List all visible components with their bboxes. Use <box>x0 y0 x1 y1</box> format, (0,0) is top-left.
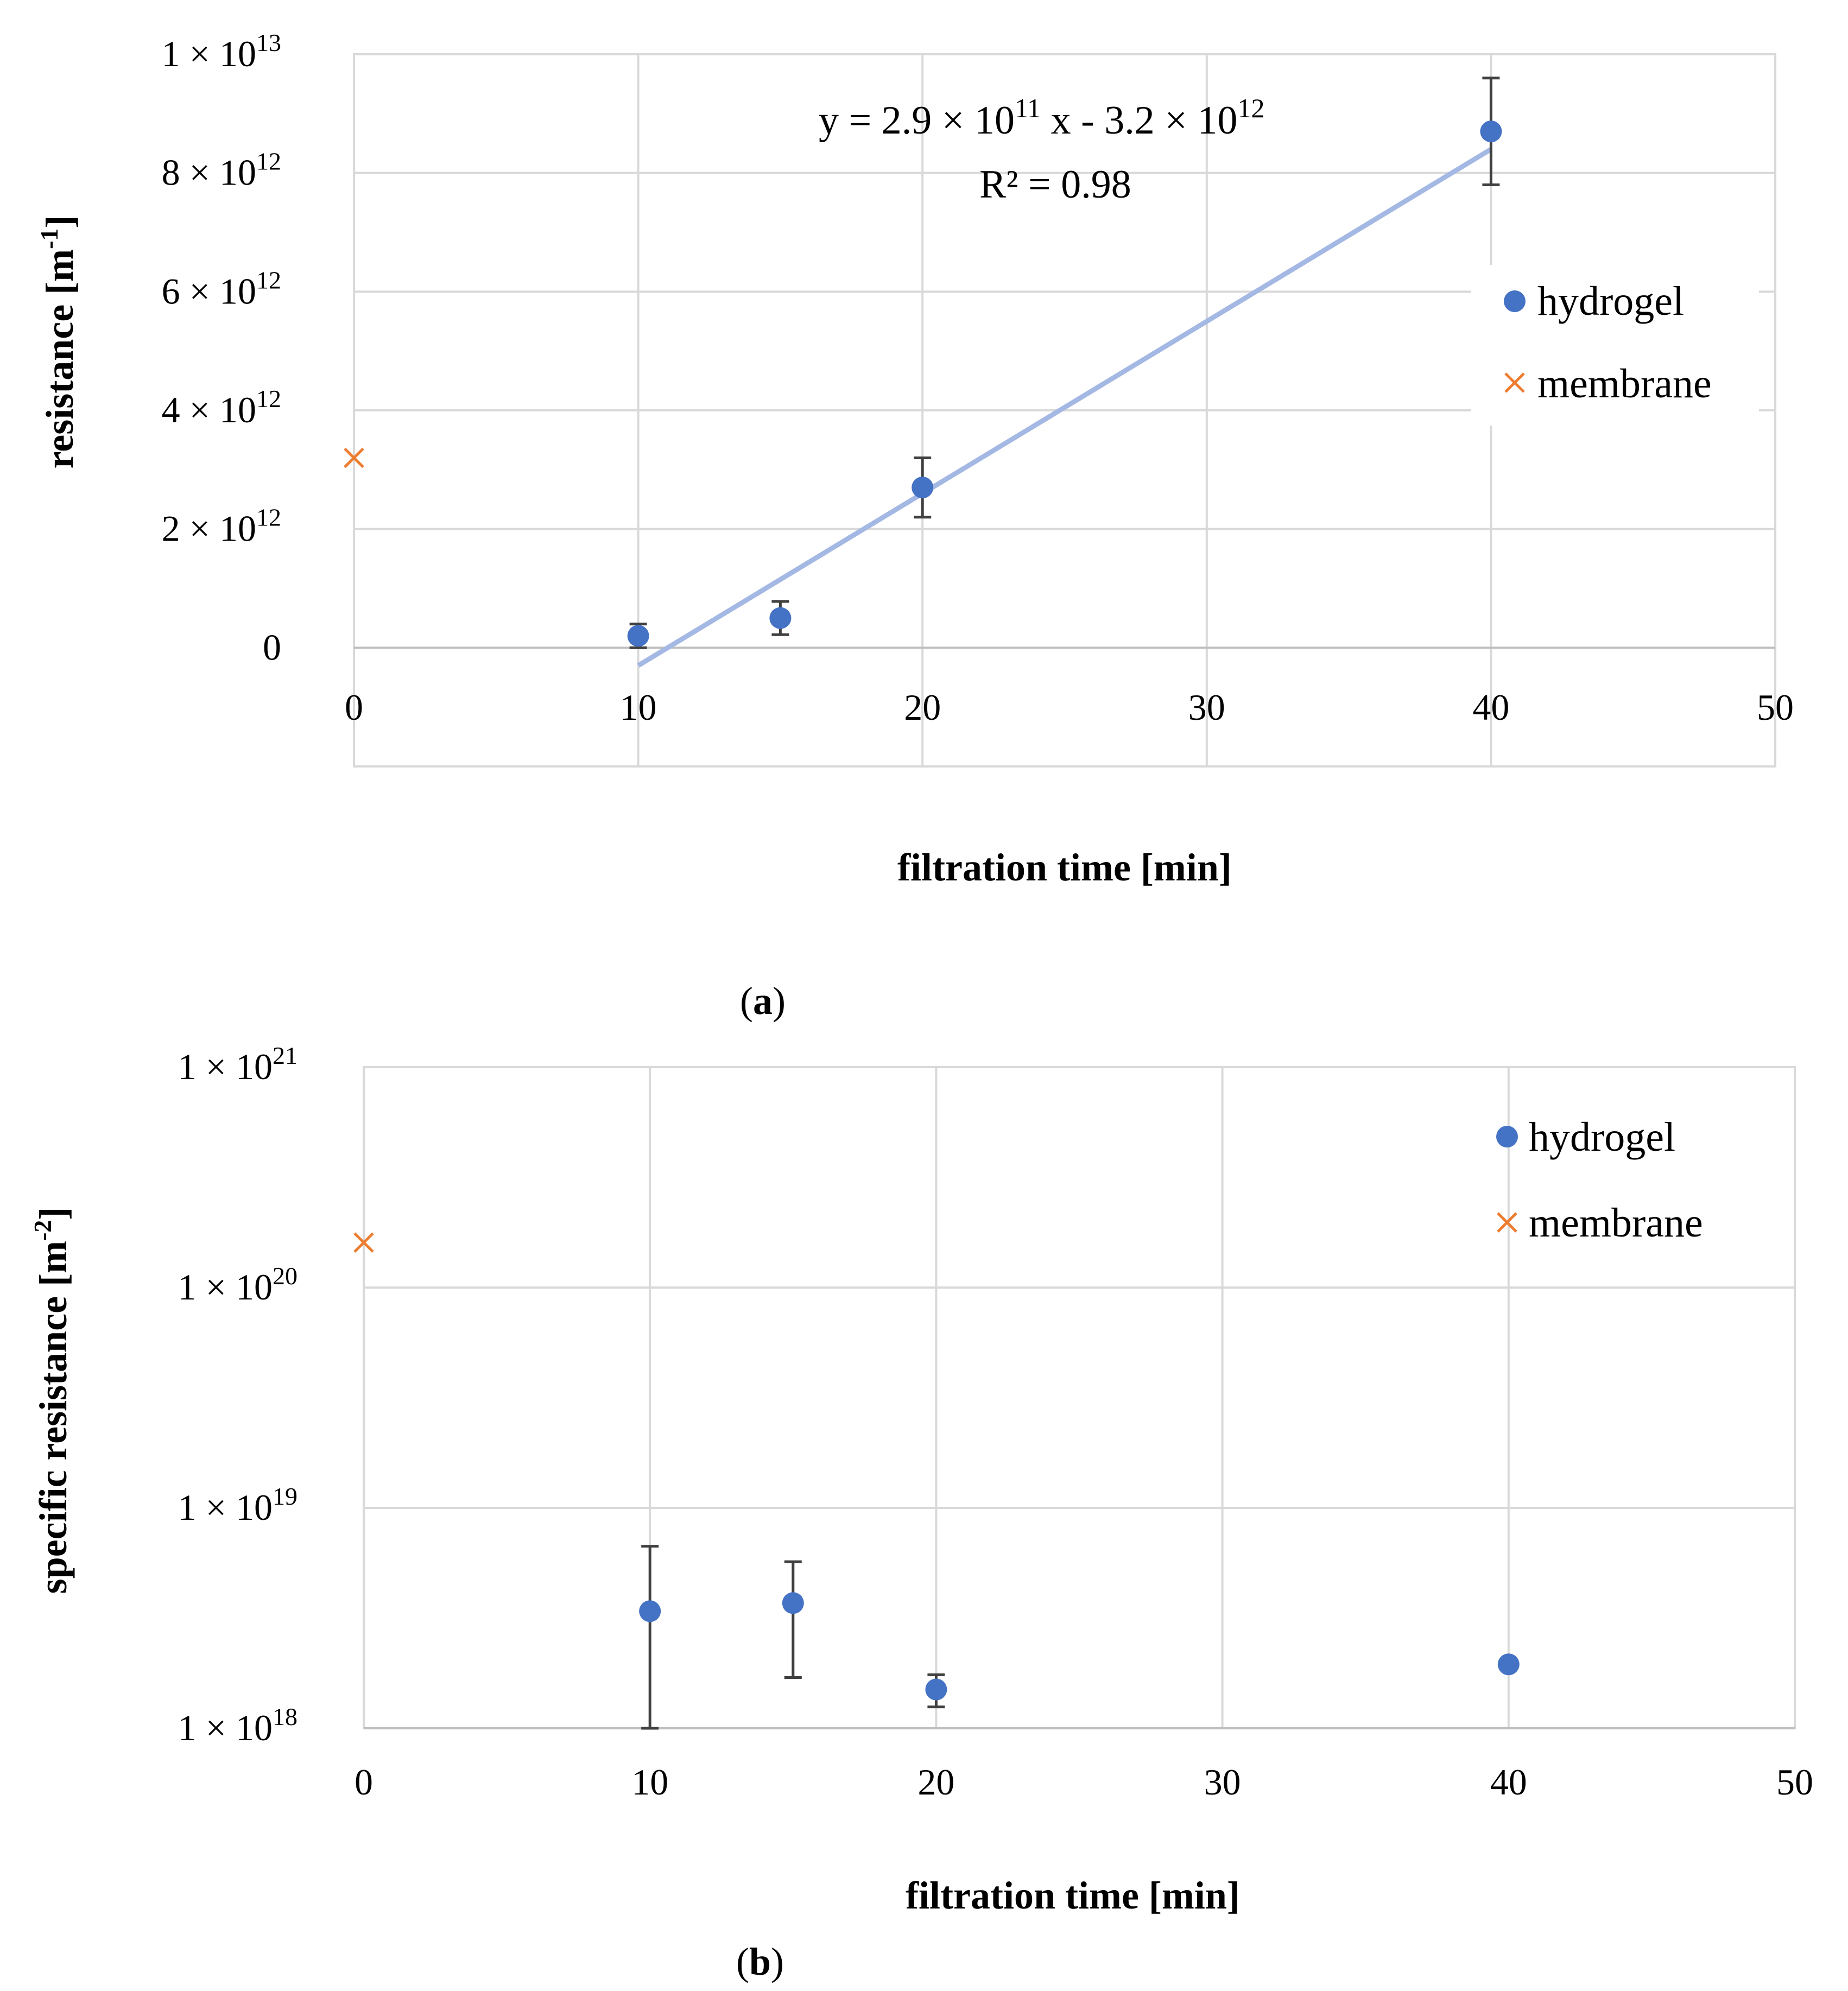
y-tick-exponent: 12 <box>256 504 281 531</box>
legend-marker-hydrogel <box>1504 290 1526 312</box>
y-tick-exponent: 12 <box>256 148 281 175</box>
y-tick-exponent: 12 <box>256 385 281 413</box>
y-tick-mantissa: 6 × 10 <box>162 270 256 312</box>
y-tick-mantissa: 4 × 10 <box>162 389 256 430</box>
error-bar <box>641 1545 659 1730</box>
y-axis-title-sup: -1 <box>35 229 63 249</box>
data-point-membrane <box>344 447 364 468</box>
equation-part: y = 2.9 × 10 <box>819 98 1015 143</box>
y-axis-title-text: resistance [m <box>38 249 81 469</box>
caption-b: (b) <box>736 1940 784 1983</box>
x-tick-label: 40 <box>1490 1761 1527 1803</box>
caption-paren: ( <box>736 1940 749 1983</box>
data-point-hydrogel <box>627 625 649 647</box>
y-tick-label: 1 × 1018 <box>178 1703 298 1748</box>
equation-exponent: 12 <box>1238 93 1265 123</box>
y-tick-mantissa: 1 × 10 <box>162 33 256 74</box>
x-axis-title: filtration time [min] <box>906 1874 1240 1917</box>
r-squared-label: R² = 0.98 <box>979 162 1131 207</box>
y-tick-label: 1 × 1019 <box>178 1482 298 1528</box>
data-point-hydrogel <box>639 1600 661 1622</box>
x-axis-title: filtration time [min] <box>897 846 1232 889</box>
y-tick-exponent: 21 <box>273 1042 298 1069</box>
trendline-equation: y = 2.9 × 1011 x - 3.2 × 1012 <box>819 93 1265 143</box>
x-tick-label: 0 <box>345 687 363 728</box>
y-axis-title-text: specific resistance [m <box>31 1241 75 1594</box>
y-tick-label: 2 × 1012 <box>162 504 281 549</box>
legend-label-hydrogel: hydrogel <box>1537 278 1684 324</box>
caption-letter: b <box>749 1940 771 1983</box>
x-tick-label: 30 <box>1204 1761 1241 1803</box>
caption-letter: a <box>753 979 773 1023</box>
data-point-hydrogel <box>1497 1653 1520 1676</box>
y-tick-exponent: 13 <box>256 29 281 56</box>
plot-area-b <box>363 1066 1796 1729</box>
y-tick-mantissa: 2 × 10 <box>162 508 256 549</box>
legend-a: hydrogel membrane <box>1471 265 1759 426</box>
y-tick-mantissa: 1 × 10 <box>178 1266 273 1308</box>
data-point-membrane <box>353 1232 374 1253</box>
error-bar <box>784 1560 802 1679</box>
data-point-hydrogel <box>925 1678 947 1701</box>
legend-label-membrane: membrane <box>1537 361 1712 407</box>
y-tick-label: 1 × 1020 <box>178 1262 298 1308</box>
y-axis-title-sup: -2 <box>29 1220 56 1241</box>
y-tick-mantissa: 1 × 10 <box>178 1487 273 1528</box>
y-tick-label: 0 <box>263 626 281 668</box>
y-tick-exponent: 19 <box>273 1482 298 1510</box>
x-tick-label: 50 <box>1776 1761 1813 1803</box>
y-axis-title: resistance [m-1] <box>35 215 81 469</box>
x-tick-label: 10 <box>620 687 657 728</box>
y-tick-exponent: 20 <box>273 1262 298 1290</box>
y-tick-label: 6 × 1012 <box>162 266 281 312</box>
y-axis-title-close: ] <box>38 215 81 229</box>
caption-a: (a) <box>740 979 786 1023</box>
y-tick-mantissa: 1 × 10 <box>178 1046 273 1087</box>
y-tick-label: 8 × 1012 <box>162 148 281 193</box>
caption-paren: ) <box>771 1940 784 1983</box>
y-tick-label: 4 × 1012 <box>162 385 281 430</box>
y-axis-title: specific resistance [m-2] <box>29 1207 75 1594</box>
y-tick-label: 1 × 1013 <box>162 29 281 74</box>
y-tick-exponent: 18 <box>273 1703 298 1730</box>
y-tick-exponent: 12 <box>256 266 281 294</box>
y-axis-title-close: ] <box>31 1207 75 1220</box>
data-point-hydrogel <box>1480 121 1502 143</box>
x-tick-label: 0 <box>355 1761 373 1803</box>
legend-marker-hydrogel <box>1496 1126 1518 1147</box>
legend-label-hydrogel: hydrogel <box>1529 1114 1675 1160</box>
caption-paren: ) <box>773 979 786 1023</box>
data-point-hydrogel <box>912 477 934 499</box>
x-tick-label: 30 <box>1188 687 1225 728</box>
x-tick-label: 20 <box>917 1761 954 1803</box>
equation-exponent: 11 <box>1015 93 1041 123</box>
x-tick-label: 50 <box>1757 687 1794 728</box>
data-point-hydrogel <box>769 607 792 629</box>
legend-marker-membrane <box>1497 1212 1517 1233</box>
x-tick-label: 20 <box>904 687 941 728</box>
trendline <box>637 147 1492 668</box>
legend-b: hydrogel membrane <box>1496 1114 1703 1246</box>
y-tick-mantissa: 1 × 10 <box>178 1707 273 1748</box>
legend-marker-membrane <box>1504 372 1525 393</box>
y-tick-mantissa: 8 × 10 <box>162 152 256 193</box>
x-tick-label: 40 <box>1472 687 1509 728</box>
data-point-hydrogel <box>782 1592 804 1614</box>
x-tick-label: 10 <box>631 1761 668 1803</box>
caption-paren: ( <box>740 979 753 1023</box>
y-tick-mantissa: 0 <box>263 626 281 668</box>
equation-part: x - 3.2 × 10 <box>1041 98 1237 143</box>
legend-label-membrane: membrane <box>1529 1200 1703 1246</box>
y-tick-label: 1 × 1021 <box>178 1042 298 1087</box>
